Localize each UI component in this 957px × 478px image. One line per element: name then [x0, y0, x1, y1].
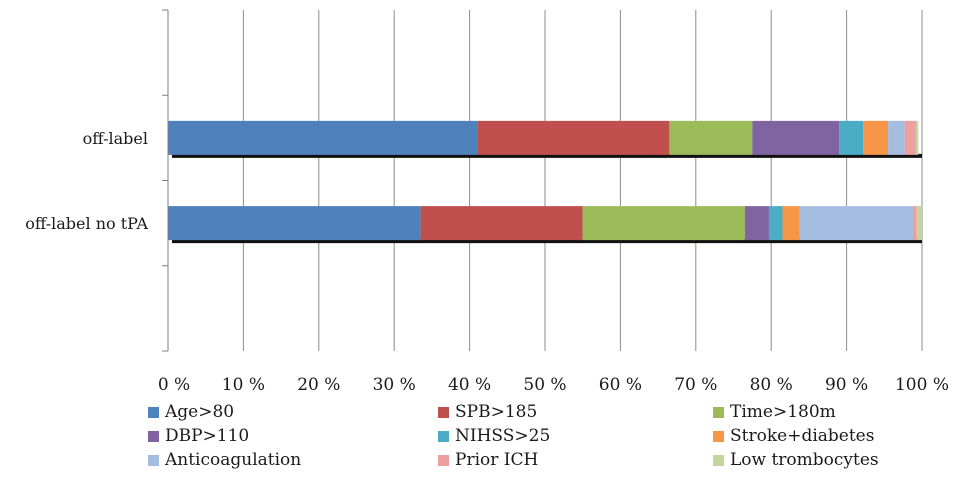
x-tick-labels: 0 % 10 % 20 % 30 % 40 % 50 % 60 % 70 % 80 % 90 % 1… — [158, 375, 949, 395]
bar-segment — [477, 120, 670, 155]
legend-label: SPB>185 — [455, 402, 538, 422]
legend-label: Age>80 — [165, 402, 235, 422]
legend-item: Stroke+diabetes — [713, 425, 948, 447]
legend-label: Anticoagulation — [165, 450, 302, 470]
legend-item: Low trombocytes — [713, 449, 948, 471]
bar-segment — [744, 206, 769, 241]
legend-item: Prior ICH — [438, 449, 713, 471]
bar-segment — [669, 120, 753, 155]
legend-item: DBP>110 — [148, 425, 438, 447]
x-tick-label: 60 % — [599, 375, 642, 395]
x-tick-label: 90 % — [825, 375, 868, 395]
legend-swatch — [713, 430, 724, 442]
bar-segment — [863, 120, 889, 155]
bar-segment — [839, 120, 864, 155]
legend-label: NIHSS>25 — [455, 426, 551, 446]
x-tick-label: 50 % — [523, 375, 566, 395]
legend-swatch — [148, 454, 159, 466]
x-tick-label: 70 % — [674, 375, 717, 395]
bar-segment — [168, 120, 478, 155]
legend-item: NIHSS>25 — [438, 425, 713, 447]
legend-label: Low trombocytes — [730, 450, 879, 470]
bar-segment — [752, 120, 840, 155]
bar-segment — [582, 206, 745, 241]
legend-swatch — [148, 430, 159, 442]
bar-segment — [420, 206, 583, 241]
category-labels: off-label off-label no tPA — [25, 129, 148, 233]
x-tick-label: 20 % — [297, 375, 340, 395]
bar-segment — [915, 120, 919, 155]
legend-item: SPB>185 — [438, 401, 713, 423]
x-tick-label: 30 % — [373, 375, 416, 395]
legend-item: Time>180m — [713, 401, 948, 423]
x-tick-label: 10 % — [222, 375, 265, 395]
x-tick-label: 40 % — [448, 375, 491, 395]
legend-swatch — [148, 406, 159, 418]
bar-segment — [168, 206, 421, 241]
legend-swatch — [713, 454, 724, 466]
legend-swatch — [438, 430, 449, 442]
legend-label: Time>180m — [730, 402, 836, 422]
x-tick-label: 0 % — [158, 375, 190, 395]
y-axis — [162, 9, 169, 352]
legend-label: Prior ICH — [455, 450, 539, 470]
legend-item: Age>80 — [148, 401, 438, 423]
gridlines — [242, 10, 923, 351]
bar-segment — [904, 120, 916, 155]
bar-segment — [888, 120, 905, 155]
bar-baseline — [172, 153, 922, 158]
legend-swatch — [438, 406, 449, 418]
bars — [168, 120, 922, 244]
legend-swatch — [713, 406, 724, 418]
legend-label: Stroke+diabetes — [730, 426, 875, 446]
bar-segment — [782, 206, 800, 241]
bar-baseline — [172, 239, 922, 244]
stacked-bar-chart: off-label off-label no tPA 0 % 10 % 20 % 30 … — [25, 9, 949, 395]
x-tick-label: 100 % — [895, 375, 949, 395]
legend: Age>80 SPB>185 Time>180m DBP>110 NIHSS>25 Str… — [148, 401, 948, 471]
bar-segment — [912, 206, 917, 241]
bar-segment — [799, 206, 913, 241]
legend-label: DBP>110 — [165, 426, 250, 446]
category-label: off-label no tPA — [25, 214, 148, 233]
bar-segment — [916, 206, 922, 241]
legend-item: Anticoagulation — [148, 449, 438, 471]
x-tick-label: 80 % — [750, 375, 793, 395]
bar-segment — [768, 206, 783, 241]
legend-swatch — [438, 454, 449, 466]
category-label: off-label — [83, 129, 148, 148]
